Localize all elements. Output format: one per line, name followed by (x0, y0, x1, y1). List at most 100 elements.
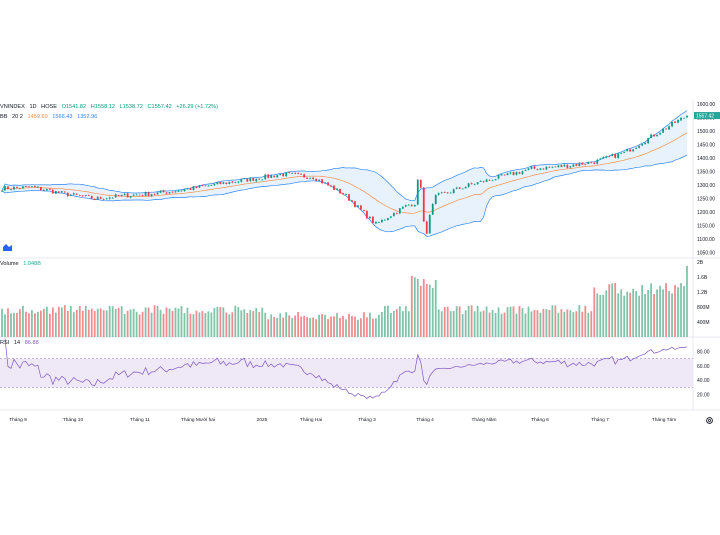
candle-body[interactable] (7, 186, 9, 190)
candle-body[interactable] (464, 186, 467, 189)
volume-bar[interactable] (168, 308, 171, 337)
candle-body[interactable] (198, 185, 201, 188)
volume-bar[interactable] (375, 318, 377, 337)
candle-body[interactable] (10, 189, 12, 191)
volume-bar[interactable] (665, 283, 667, 337)
volume-bar[interactable] (467, 305, 470, 337)
volume-bar[interactable] (563, 311, 566, 337)
candle-body[interactable] (207, 185, 210, 187)
volume-bar[interactable] (629, 292, 632, 337)
volume-bar[interactable] (596, 293, 599, 337)
candle-body[interactable] (276, 175, 279, 178)
candle-body[interactable] (662, 128, 664, 133)
candle-body[interactable] (566, 164, 569, 168)
candle-body[interactable] (629, 149, 632, 152)
candle-body[interactable] (656, 134, 658, 137)
candle-body[interactable] (668, 126, 670, 130)
volume-bar[interactable] (638, 295, 641, 337)
candle-body[interactable] (363, 210, 365, 212)
volume-bar[interactable] (243, 309, 246, 337)
volume-bar[interactable] (267, 319, 270, 337)
candle-body[interactable] (605, 156, 608, 158)
candle-body[interactable] (494, 179, 497, 181)
volume-bar[interactable] (351, 316, 353, 337)
volume-bar[interactable] (389, 313, 392, 337)
candle-body[interactable] (650, 134, 652, 138)
candle-body[interactable] (375, 221, 377, 224)
volume-bar[interactable] (19, 309, 21, 337)
volume-bar[interactable] (416, 278, 419, 337)
volume-bar[interactable] (533, 310, 536, 337)
candle-body[interactable] (222, 182, 225, 184)
volume-bar[interactable] (210, 312, 213, 337)
candle-body[interactable] (330, 185, 332, 187)
candle-body[interactable] (135, 194, 138, 196)
volume-bar[interactable] (380, 311, 383, 337)
candle-body[interactable] (620, 153, 623, 155)
volume-bar[interactable] (650, 283, 652, 337)
candle-body[interactable] (123, 193, 126, 196)
volume-bar[interactable] (659, 285, 661, 337)
volume-bar[interactable] (216, 306, 219, 337)
volume-bar[interactable] (240, 310, 243, 337)
volume-bar[interactable] (66, 310, 69, 337)
candle-body[interactable] (596, 159, 599, 164)
candle-body[interactable] (428, 214, 431, 234)
candle-body[interactable] (348, 194, 350, 201)
candle-body[interactable] (216, 182, 219, 185)
candle-body[interactable] (632, 149, 635, 152)
volume-bar[interactable] (234, 305, 237, 337)
volume-legend[interactable]: Volume 1.048B (0, 261, 44, 268)
symbol-name[interactable]: VNINDEX (0, 104, 25, 110)
volume-bar[interactable] (99, 308, 102, 337)
volume-bar[interactable] (258, 312, 261, 337)
volume-bar[interactable] (279, 313, 282, 337)
candle-body[interactable] (575, 164, 578, 166)
candle-body[interactable] (210, 185, 213, 186)
volume-bar[interactable] (431, 287, 434, 337)
volume-bar[interactable] (449, 311, 452, 337)
interval-label[interactable]: 1D (29, 104, 37, 110)
candle-body[interactable] (237, 181, 240, 183)
volume-bar[interactable] (524, 313, 527, 337)
volume-bar[interactable] (369, 312, 371, 337)
volume-bar[interactable] (476, 305, 479, 337)
volume-bar[interactable] (506, 307, 509, 337)
candle-body[interactable] (587, 162, 590, 165)
bb-lower-line[interactable] (1, 154, 688, 237)
volume-bar[interactable] (611, 283, 614, 337)
candle-body[interactable] (533, 166, 536, 169)
volume-bar[interactable] (575, 311, 578, 337)
volume-bar[interactable] (300, 316, 303, 337)
volume-bar[interactable] (171, 310, 174, 337)
volume-bar[interactable] (605, 290, 608, 337)
volume-bar[interactable] (174, 307, 177, 337)
volume-bar[interactable] (252, 311, 255, 337)
candle-body[interactable] (186, 188, 189, 190)
volume-bar[interactable] (548, 309, 551, 337)
volume-bar[interactable] (336, 313, 338, 337)
candle-body[interactable] (380, 219, 383, 223)
volume-bar[interactable] (108, 305, 111, 337)
volume-bar[interactable] (428, 284, 431, 337)
volume-bar[interactable] (264, 312, 267, 337)
volume-bar[interactable] (273, 317, 276, 337)
candle-body[interactable] (114, 194, 117, 198)
candle-body[interactable] (333, 185, 335, 190)
volume-bar[interactable] (186, 307, 189, 337)
volume-bar[interactable] (455, 306, 458, 337)
candle-body[interactable] (482, 181, 485, 183)
volume-bar[interactable] (503, 312, 506, 337)
volume-bar[interactable] (590, 311, 593, 337)
volume-bar[interactable] (560, 309, 563, 337)
candle-body[interactable] (578, 162, 581, 166)
volume-bar[interactable] (45, 306, 48, 337)
volume-bar[interactable] (566, 309, 569, 337)
volume-bar[interactable] (204, 313, 207, 337)
candle-body[interactable] (641, 144, 644, 146)
candle-body[interactable] (366, 210, 368, 219)
volume-bar[interactable] (177, 308, 180, 337)
volume-bar[interactable] (440, 311, 443, 337)
candle-body[interactable] (638, 145, 641, 148)
candle-body[interactable] (644, 142, 647, 145)
